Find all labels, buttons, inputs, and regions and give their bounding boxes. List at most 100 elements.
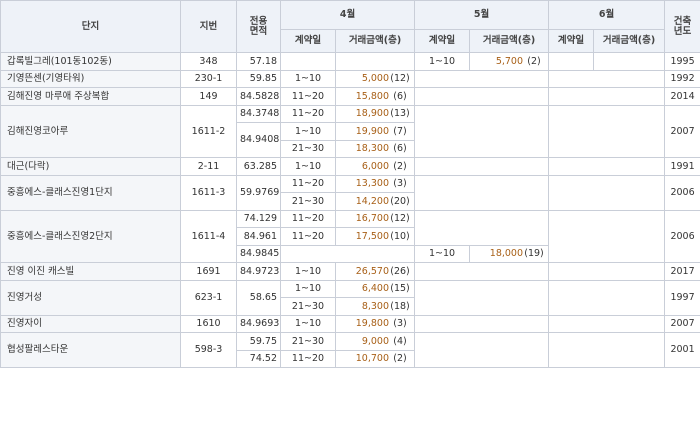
header-amount: 거래금액(층) [593, 29, 666, 53]
build-year: 2017 [664, 262, 700, 281]
area-value: 84.5828 [236, 87, 281, 106]
m4-day: 11~20 [280, 174, 336, 193]
m6-empty [548, 209, 666, 263]
complex-name: 협성팔레스타운 [0, 332, 181, 368]
m4-amount: 17,500(10) [334, 227, 416, 246]
table-row: 중흥에스-클래스진영2단지 1611-4 74.129 11~20 16,700… [0, 209, 700, 263]
table-row: 김해진영 마루애 주상복합 149 84.5828 11~20 15,800 (6… [0, 87, 700, 106]
m4-amount: 19,800 (3) [334, 314, 416, 333]
m5-day: 1~10 [414, 244, 471, 263]
area-value: 84.9723 [236, 262, 281, 281]
area-value: 84.9693 [236, 314, 281, 333]
m4-amount: 18,900(13) [334, 104, 416, 123]
build-year: 1997 [664, 279, 700, 316]
m4-amount: 18,300 (6) [334, 139, 416, 158]
m6-day [548, 52, 595, 71]
complex-name: 중흥에스-클래스진영2단지 [0, 209, 181, 263]
header-contract-day: 계약일 [280, 29, 336, 53]
area-value: 74.52 [236, 349, 281, 368]
header-month-4: 4월 [279, 0, 416, 30]
area-value: 57.18 [236, 52, 281, 71]
lot-number: 1610 [180, 314, 237, 333]
lot-number: 1611-3 [180, 174, 237, 211]
m5-amount: 18,000(19) [469, 244, 550, 263]
area-value: 59.85 [236, 69, 281, 88]
complex-name: 기영뜬센(기영타워) [0, 69, 181, 88]
m4-day: 11~20 [280, 209, 336, 228]
table-row: 진영거성 623-1 58.65 1~10 6,400(15) 1997 [0, 279, 700, 316]
m4-amount: 6,000 (2) [334, 157, 416, 176]
build-year: 1992 [664, 69, 700, 88]
m6-empty [548, 157, 666, 176]
complex-name: 대근(다락) [0, 157, 181, 176]
table-row: 김해진영코아루 1611-2 84.3748 11~20 18,900(13) … [0, 104, 700, 158]
m5-empty [414, 279, 550, 316]
m5-empty [414, 332, 550, 368]
area-value: 84.961 [236, 227, 281, 246]
build-year: 2001 [664, 332, 700, 368]
build-year: 1991 [664, 157, 700, 176]
build-year: 2014 [664, 87, 700, 106]
m5-empty [414, 104, 550, 158]
m4-amount: 16,700(12) [334, 209, 416, 228]
m4-day: 21~30 [280, 332, 336, 351]
complex-name: 김해진영 마루애 주상복합 [0, 87, 181, 106]
m6-empty [548, 69, 666, 88]
area-value: 63.285 [236, 157, 281, 176]
m4-amount: 19,900 (7) [334, 122, 416, 141]
header-lot: 지번 [180, 0, 237, 53]
m4-day: 1~10 [280, 279, 336, 298]
table-row: 협성팔레스타운 598-3 59.75 21~30 9,000 (4) 2001 [0, 332, 700, 368]
m4-day: 1~10 [280, 122, 336, 141]
header-contract-day: 계약일 [414, 29, 471, 53]
m4-day: 11~20 [280, 227, 336, 246]
m5-empty [414, 262, 550, 281]
build-year: 1995 [664, 52, 700, 71]
area-value: 74.129 [236, 209, 281, 228]
complex-name: 진영거성 [0, 279, 181, 316]
apartment-transaction-table: 단지 지번 전용 면적 4월 5월 6월 건축 년도 계약일 거래금액(층) 계약일… [0, 0, 700, 368]
m5-empty [414, 157, 550, 176]
area-value: 84.3748 [236, 104, 281, 123]
lot-number: 623-1 [180, 279, 237, 316]
m4-amount: 10,700 (2) [334, 349, 416, 368]
m6-empty [548, 314, 666, 333]
m4-day: 1~10 [280, 69, 336, 88]
m6-empty [548, 279, 666, 316]
table-row: 84.9845 1~10 18,000(19) [1, 244, 700, 263]
m6-empty [548, 332, 666, 368]
m4-empty [279, 244, 416, 263]
m4-amount: 8,300(18) [334, 297, 416, 316]
lot-number: 1611-2 [180, 104, 237, 158]
table-row: 갑록빌그레(101동102동) 348 57.18 1~10 5,700 (2) … [0, 52, 700, 71]
m6-empty [548, 262, 666, 281]
m4-day: 21~30 [280, 139, 336, 158]
build-year: 2006 [664, 209, 700, 263]
lot-number: 598-3 [180, 332, 237, 368]
m4-amount: 13,300 (3) [334, 174, 416, 193]
m5-empty [414, 69, 550, 88]
m5-empty [414, 87, 550, 106]
header-amount: 거래금액(층) [469, 29, 550, 53]
m5-empty [414, 174, 550, 211]
m4-day: 1~10 [280, 157, 336, 176]
header-contract-day: 계약일 [548, 29, 595, 53]
area-value: 84.9408 [236, 122, 281, 158]
area-value: 59.75 [236, 332, 281, 351]
m4-amount: 26,570(26) [334, 262, 416, 281]
m4-amount [334, 52, 416, 71]
m4-day: 11~20 [280, 104, 336, 123]
area-value: 58.65 [236, 279, 281, 316]
header-month-6: 6월 [548, 0, 666, 30]
complex-name: 진영자이 [0, 314, 181, 333]
header-complex: 단지 [0, 0, 181, 53]
build-year: 2007 [664, 104, 700, 158]
m4-amount: 5,000(12) [334, 69, 416, 88]
m4-day: 21~30 [280, 297, 336, 316]
header-month-5: 5월 [414, 0, 550, 30]
build-year: 2006 [664, 174, 700, 211]
complex-name: 중흥에스-클래스진영1단지 [0, 174, 181, 211]
area-value: 59.9769 [236, 174, 281, 211]
m4-amount: 9,000 (4) [334, 332, 416, 351]
table-row: 진영 이진 캐스빌 1691 84.9723 1~10 26,570(26) 2… [0, 262, 700, 281]
